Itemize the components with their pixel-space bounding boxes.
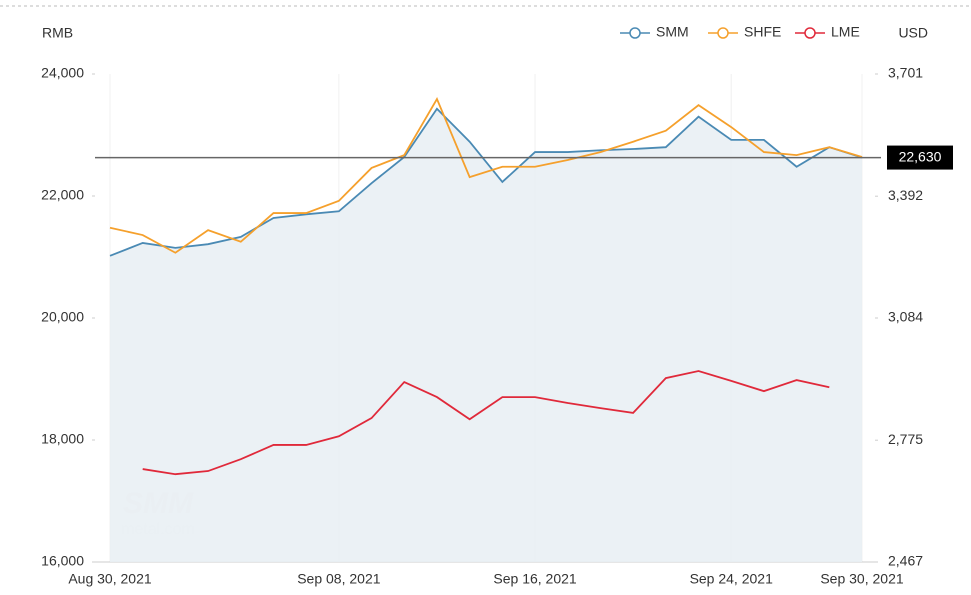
reference-label: 22,630 [899,148,942,164]
x-tick-label: Sep 16, 2021 [493,571,577,587]
legend-label: SMM [656,24,689,40]
y2-tick-label: 3,392 [888,187,923,203]
line [109,107,863,257]
y-tick-label: 20,000 [41,309,84,325]
legend-icon [717,27,729,39]
y2-axis-label: USD [898,25,928,41]
line [109,96,863,254]
y-tick-label: 16,000 [41,553,84,569]
area [110,108,862,563]
x-tick-label: Aug 30, 2021 [68,571,152,587]
y2-tick-label: 2,775 [888,431,923,447]
legend-icon [629,27,641,39]
y2-tick-label: 3,701 [888,65,923,81]
y-tick-label: 24,000 [41,65,84,81]
x-tick-label: Sep 24, 2021 [690,571,774,587]
line [142,370,830,476]
x-tick-label: Sep 30, 2021 [820,571,904,587]
y2-tick-label: 2,467 [888,553,923,569]
y-tick-label: 18,000 [41,431,84,447]
legend-label: LME [831,24,860,40]
y-axis-label: RMB [42,25,73,41]
legend-label: SHFE [744,24,781,40]
reference-label-box [887,145,953,170]
legend-icon [804,27,816,39]
x-tick-label: Sep 08, 2021 [297,571,381,587]
y-tick-label: 22,000 [41,187,84,203]
y2-tick-label: 3,084 [888,309,923,325]
